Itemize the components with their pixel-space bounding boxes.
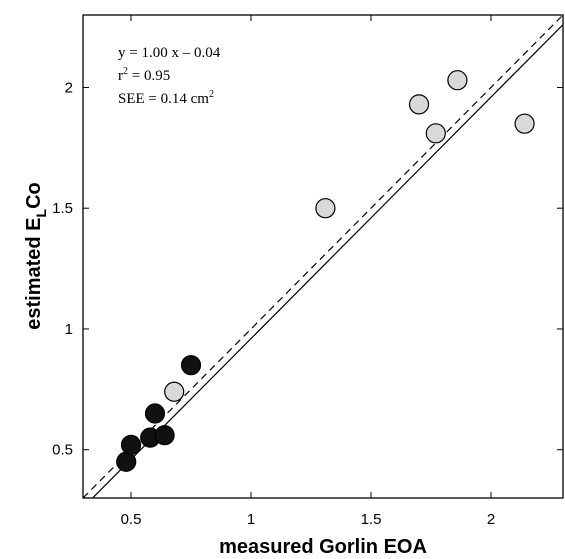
x-tick-label: 1.5 bbox=[361, 511, 382, 528]
y-tick-label: 1 bbox=[65, 321, 73, 338]
x-axis-title: measured Gorlin EOA bbox=[219, 536, 427, 558]
data-point bbox=[315, 198, 336, 219]
data-point bbox=[408, 94, 430, 115]
data-point bbox=[447, 70, 468, 91]
data-point bbox=[116, 451, 137, 472]
data-point bbox=[425, 123, 446, 144]
r-squared: r2 = 0.95 bbox=[118, 66, 170, 84]
y-tick-label: 0.5 bbox=[52, 442, 73, 459]
x-tick-label: 0.5 bbox=[121, 511, 142, 528]
data-point bbox=[144, 403, 166, 424]
data-point bbox=[514, 113, 535, 134]
data-point bbox=[120, 434, 142, 455]
data-point bbox=[180, 355, 202, 376]
regression-equation: y = 1.00 x – 0.04 bbox=[118, 45, 221, 61]
y-axis-title: estimated ELCo bbox=[23, 182, 49, 330]
x-tick-label: 2 bbox=[487, 511, 495, 528]
data-point bbox=[164, 381, 185, 402]
y-tick-label: 1.5 bbox=[52, 200, 73, 217]
standard-error: SEE = 0.14 cm2 bbox=[118, 89, 214, 107]
x-tick-label: 1 bbox=[247, 511, 255, 528]
data-point bbox=[154, 425, 175, 446]
annotation: y = 1.00 x – 0.04 r2 = 0.95 SEE = 0.14 c… bbox=[118, 45, 221, 107]
y-tick-label: 2 bbox=[65, 79, 73, 96]
